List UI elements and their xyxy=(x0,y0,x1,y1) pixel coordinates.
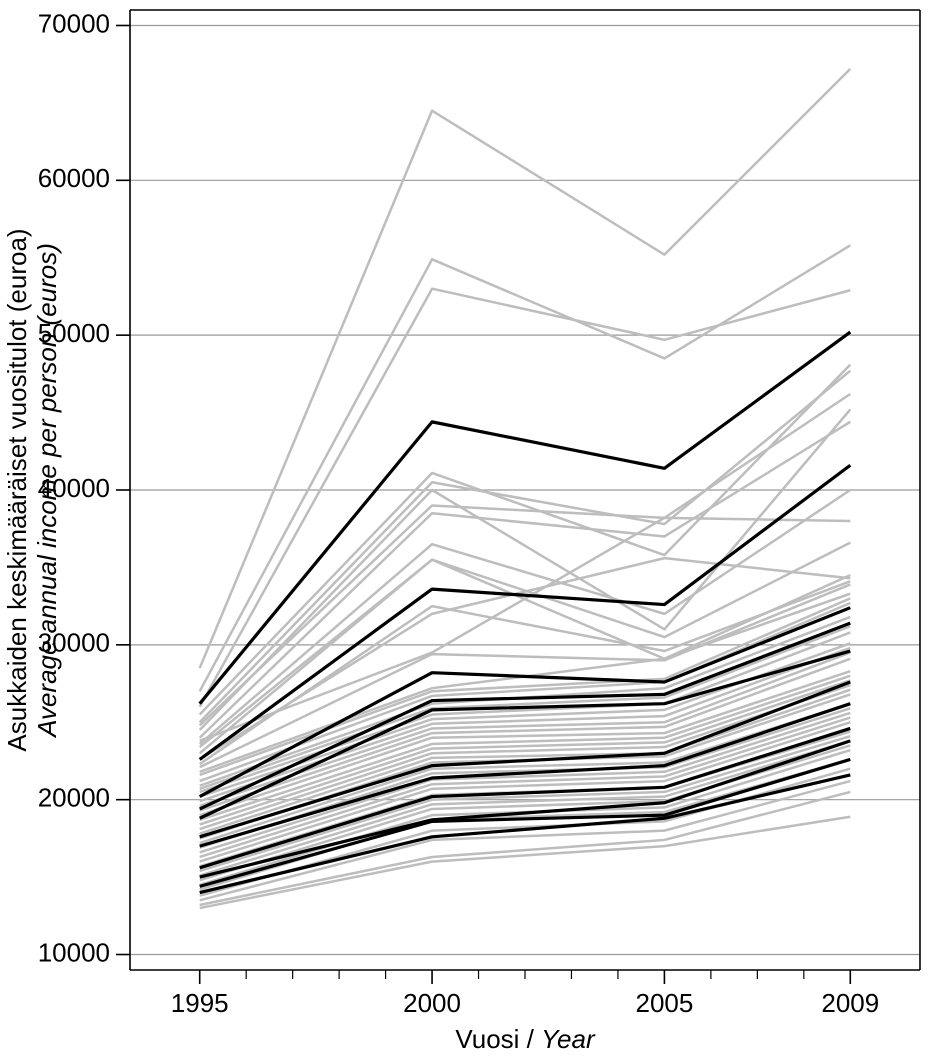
y-tick-label: 20000 xyxy=(38,783,110,813)
x-axis-title-fi: Vuosi / xyxy=(455,1024,541,1054)
y-tick-label: 70000 xyxy=(38,8,110,38)
x-tick-label: 2009 xyxy=(821,988,879,1018)
y-axis-title-en: Average annual income per person (euros) xyxy=(32,243,62,739)
y-tick-label: 10000 xyxy=(38,937,110,967)
chart-svg: 1000020000300004000050000600007000019952… xyxy=(0,0,936,1062)
y-tick-label: 60000 xyxy=(38,163,110,193)
x-axis-title: Vuosi / Year xyxy=(455,1024,596,1054)
x-tick-label: 1995 xyxy=(171,988,229,1018)
x-axis-title-en: Year xyxy=(541,1024,596,1054)
x-tick-label: 2000 xyxy=(403,988,461,1018)
x-tick-label: 2005 xyxy=(635,988,693,1018)
income-line-chart: 1000020000300004000050000600007000019952… xyxy=(0,0,936,1062)
y-axis-title-fi: Asukkaiden keskimääräiset vuositulot (eu… xyxy=(2,228,32,751)
